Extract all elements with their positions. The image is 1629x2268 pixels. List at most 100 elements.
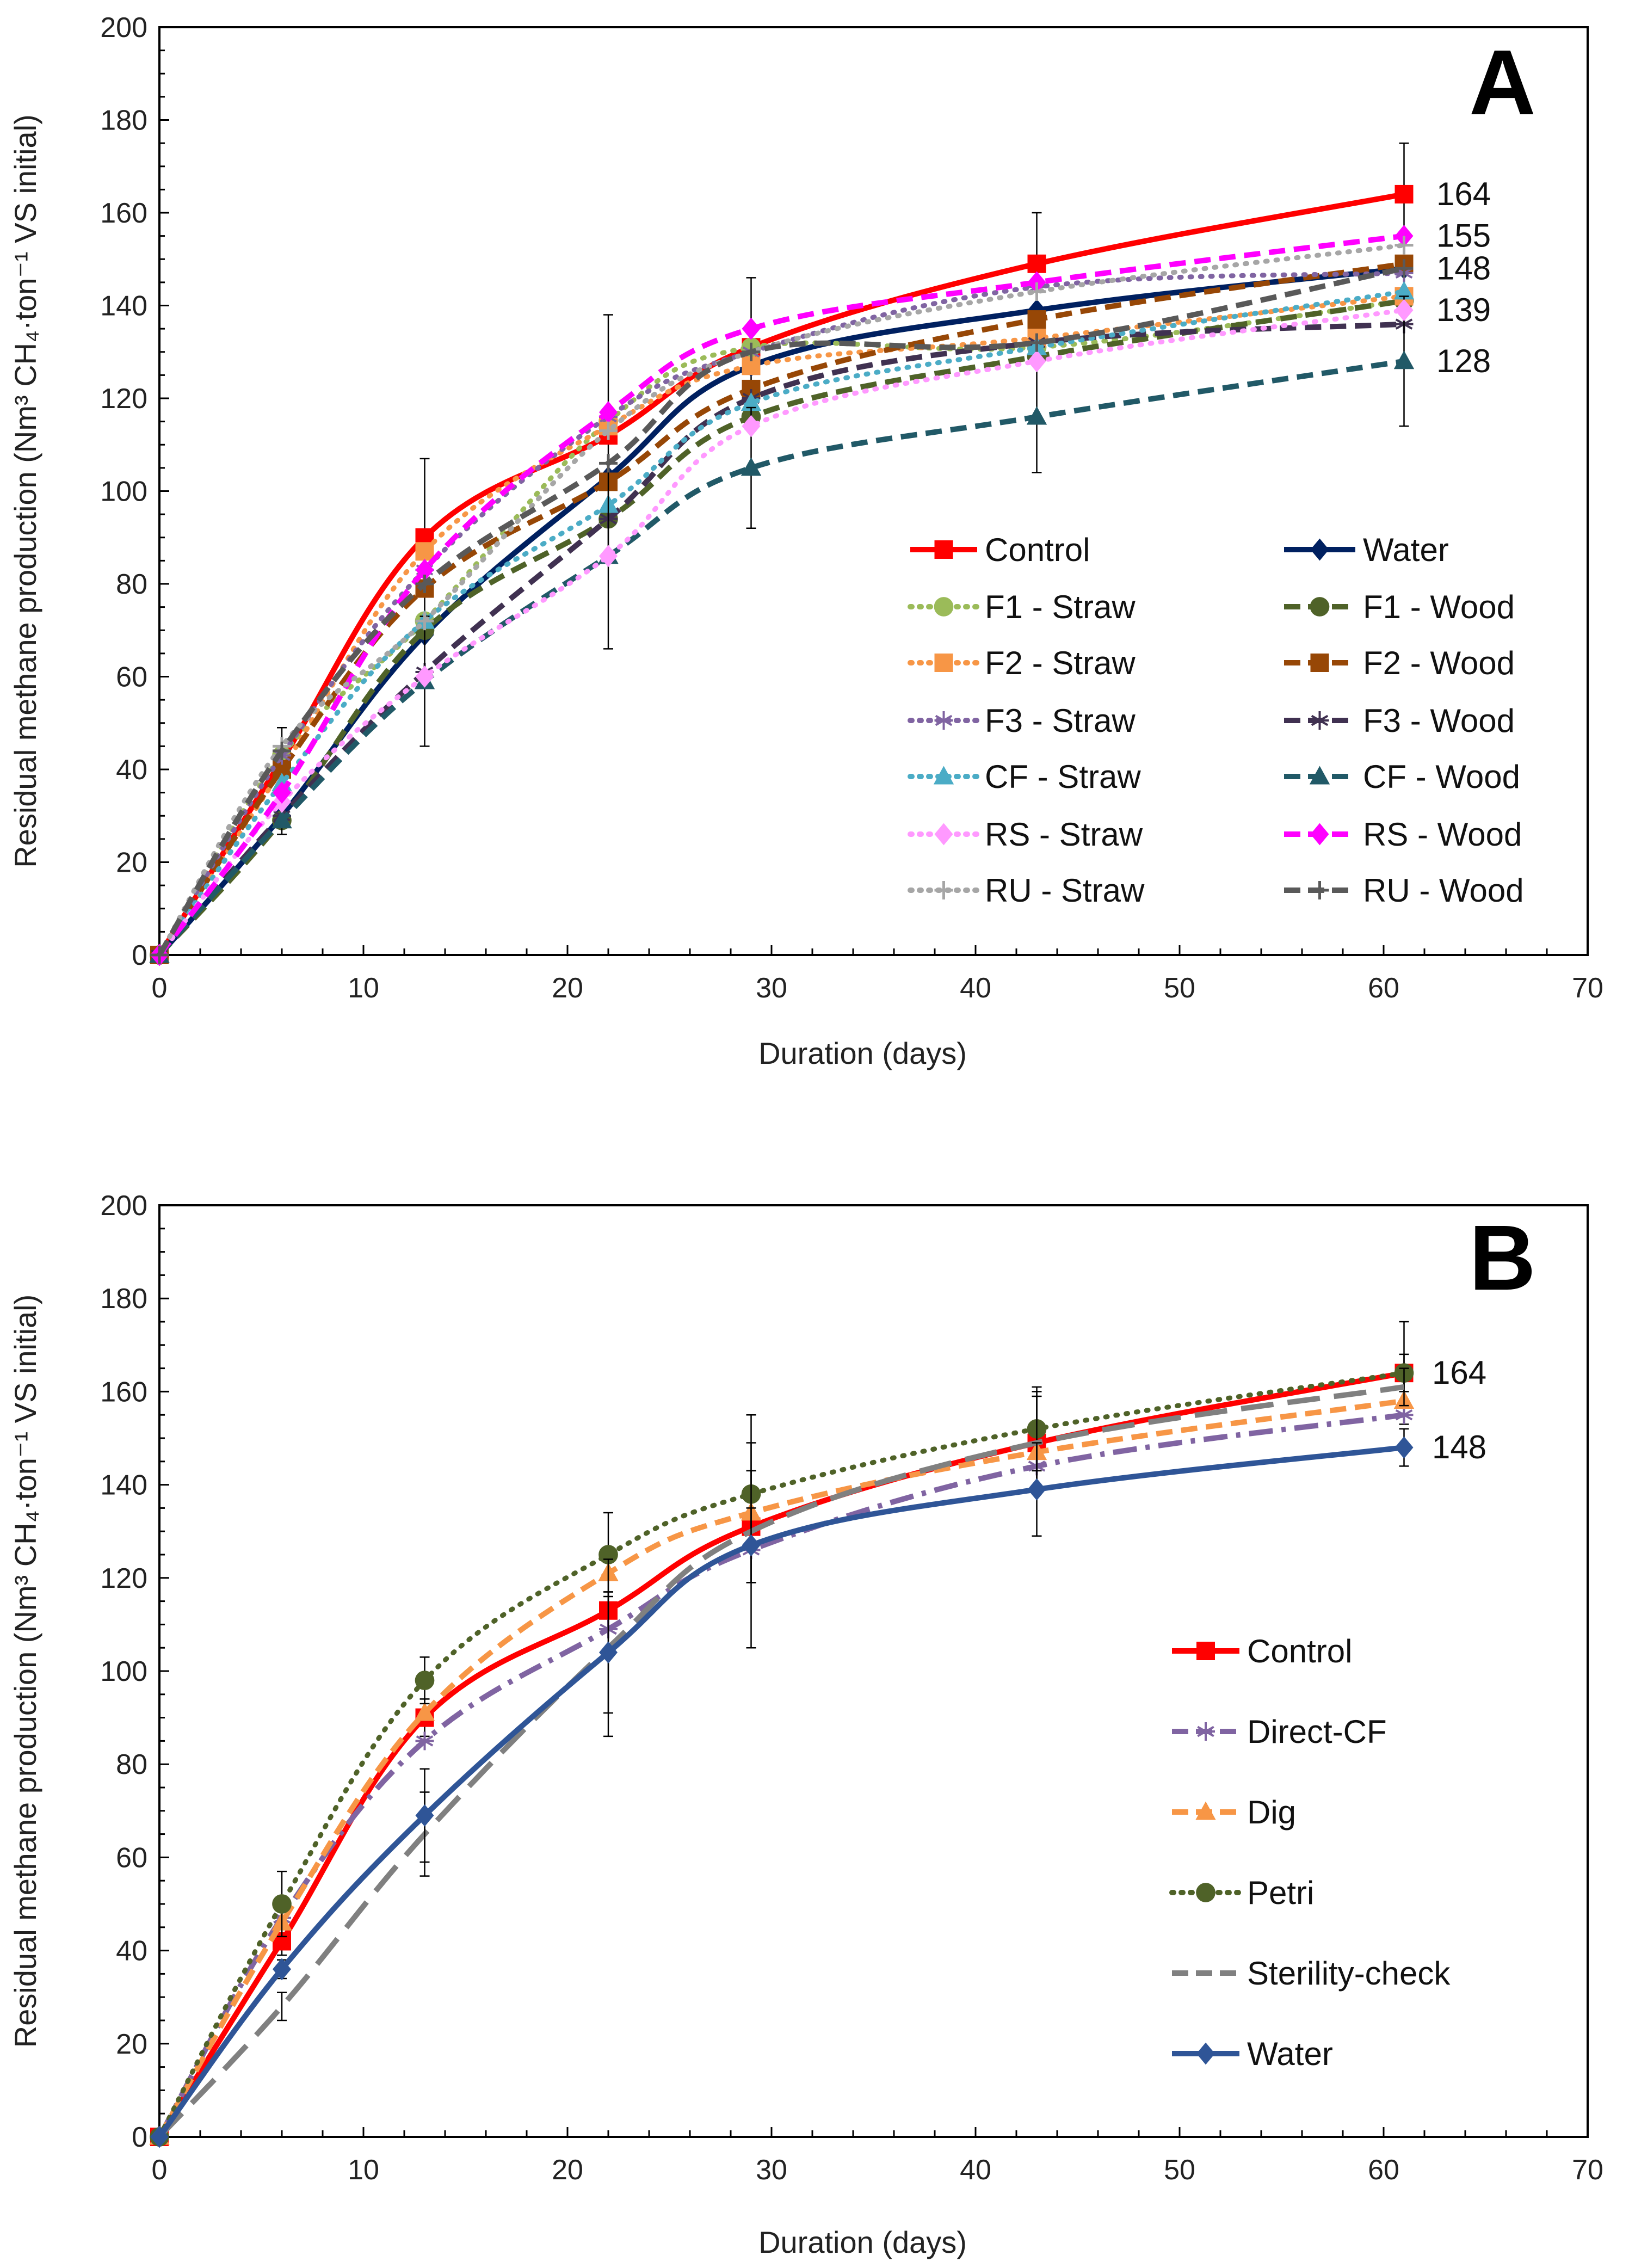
- series-f2-wood: [150, 254, 1414, 964]
- end-value-label: 164: [1436, 176, 1491, 212]
- triangle-marker: [272, 810, 292, 829]
- diamond-marker: [742, 1534, 761, 1557]
- plus-marker: [415, 575, 434, 593]
- plus-marker: [415, 612, 434, 631]
- star-marker: [934, 711, 953, 730]
- legend-label: RS - Straw: [985, 816, 1143, 853]
- end-value-label: 155: [1436, 218, 1491, 254]
- x-tick-label: 60: [1368, 2154, 1399, 2186]
- series-line: [157, 307, 1406, 958]
- square-marker: [1027, 310, 1046, 329]
- plus-marker: [742, 342, 761, 361]
- y-tick-label: 140: [100, 1470, 147, 1501]
- plus-marker: [1027, 282, 1046, 301]
- y-tick-label: 180: [100, 1283, 147, 1315]
- series-cf-wood: [149, 295, 1415, 963]
- legend-label: CF - Wood: [1363, 759, 1520, 795]
- panel-a: 0 10 20 30 40 50 60 70 0 20 40 60 80 100 120 140 160 180 2…: [8, 12, 1603, 1070]
- series-ru-wood: [150, 259, 1414, 964]
- diamond-marker: [1196, 2042, 1215, 2065]
- series-f1-wood: [150, 291, 1414, 965]
- y-tick-label: 60: [116, 1842, 147, 1873]
- end-value-label: 164: [1432, 1354, 1486, 1391]
- y-tick-label: 100: [100, 1656, 147, 1687]
- legend-item: Control: [1172, 1633, 1352, 1669]
- plus-marker: [1394, 236, 1414, 255]
- x-tick-label: 0: [152, 2154, 168, 2186]
- series-line: [157, 298, 1406, 958]
- y-tick-label: 160: [100, 1376, 147, 1408]
- square-marker: [1196, 1642, 1215, 1660]
- legend-label: Petri: [1247, 1875, 1314, 1911]
- legend-item: F3 - Straw: [908, 702, 1136, 739]
- legend-label: F2 - Wood: [1363, 645, 1515, 681]
- legend-item: F1 - Wood: [1284, 589, 1515, 625]
- series-line: [157, 270, 1406, 958]
- y-tick-label: 200: [100, 12, 147, 44]
- series-line: [157, 243, 1406, 958]
- plus-marker: [599, 421, 618, 440]
- x-tick-label: 30: [756, 972, 787, 1004]
- x-tick-label: 30: [756, 2154, 787, 2186]
- circle-marker: [934, 597, 954, 617]
- plus-marker: [1394, 259, 1414, 278]
- legend-item: Water: [1284, 532, 1449, 568]
- end-value-label: 148: [1432, 1429, 1486, 1465]
- triangle-marker: [741, 392, 762, 411]
- legend-item: Direct-CF: [1172, 1714, 1387, 1750]
- legend-item: F3 - Wood: [1284, 702, 1515, 739]
- star-marker: [415, 1731, 434, 1751]
- y-tick-label: 60: [116, 662, 147, 693]
- diamond-marker: [742, 317, 761, 340]
- diamond-marker: [599, 1641, 618, 1664]
- legend-item: RU - Wood: [1284, 872, 1524, 909]
- triangle-marker: [741, 457, 762, 476]
- legend-item: F2 - Straw: [908, 645, 1136, 681]
- triangle-marker: [1195, 1801, 1216, 1820]
- y-tick-label: 140: [100, 291, 147, 322]
- diamond-marker: [1394, 299, 1414, 322]
- x-tick-label: 20: [552, 972, 583, 1004]
- diamond-marker: [273, 1958, 291, 1981]
- square-marker: [1027, 254, 1046, 273]
- series-line: [157, 1412, 1405, 2138]
- y-tick-label: 80: [116, 569, 147, 600]
- legend-item: RS - Straw: [908, 816, 1143, 853]
- diamond-marker: [415, 665, 434, 688]
- legend-label: F1 - Straw: [985, 589, 1136, 625]
- x-axis-title: Duration (days): [758, 1036, 967, 1070]
- x-tick-label: 50: [1164, 972, 1195, 1004]
- legend-label: F3 - Wood: [1363, 702, 1515, 739]
- y-tick-label: 20: [116, 847, 147, 879]
- series-line: [157, 266, 1405, 957]
- end-value-label: 128: [1436, 343, 1491, 379]
- panel-letter: A: [1469, 31, 1536, 134]
- diamond-marker: [1394, 225, 1414, 248]
- plus-marker: [273, 741, 291, 760]
- plot-frame: [158, 1204, 1589, 2138]
- legend-item: RS - Wood: [1284, 816, 1522, 853]
- x-tick-label: 40: [960, 972, 991, 1004]
- legend-label: Control: [985, 532, 1090, 568]
- y-tick-label: 80: [116, 1749, 147, 1780]
- series-line: [157, 1398, 1405, 2138]
- series-f3-straw: [150, 263, 1414, 964]
- circle-marker: [1196, 1883, 1215, 1902]
- end-value-label: 139: [1436, 292, 1491, 328]
- y-axis-title: Residual methane production (Nm³ CH₄·ton…: [8, 114, 42, 868]
- diamond-marker: [599, 545, 618, 568]
- circle-marker: [272, 1894, 292, 1914]
- legend-item: Dig: [1172, 1794, 1296, 1831]
- diamond-marker: [1394, 1436, 1414, 1459]
- series-line: [157, 1370, 1406, 2140]
- legend-item: Water: [1172, 2036, 1333, 2072]
- y-tick-label: 40: [116, 1936, 147, 1967]
- x-axis-title: Duration (days): [758, 2225, 967, 2259]
- series-line: [157, 298, 1405, 957]
- legend-label: F1 - Wood: [1363, 589, 1515, 625]
- triangle-marker: [1393, 281, 1415, 300]
- legend-label: RU - Straw: [985, 872, 1145, 909]
- diamond-marker: [1027, 350, 1046, 373]
- legend-label: Dig: [1247, 1794, 1296, 1831]
- square-marker: [934, 540, 953, 559]
